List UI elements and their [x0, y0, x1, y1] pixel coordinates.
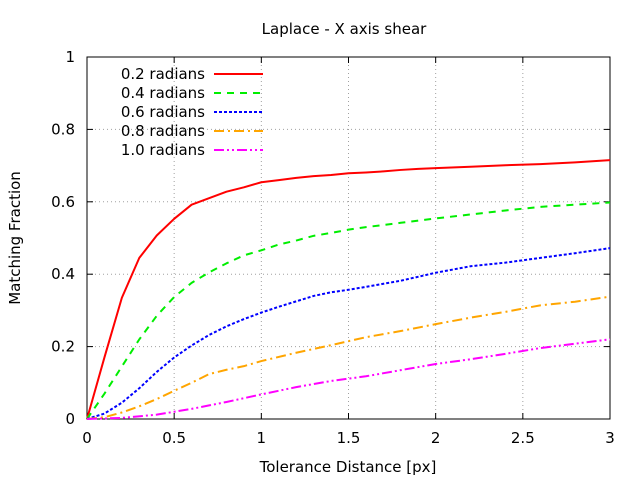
legend-label: 0.8 radians	[121, 122, 205, 140]
x-tick-label: 2	[431, 429, 441, 447]
x-tick-label: 0	[82, 429, 92, 447]
y-tick-label: 0.6	[51, 193, 75, 211]
legend-label: 0.6 radians	[121, 103, 205, 121]
series-line-0-6-radians	[86, 247, 611, 420]
x-tick-labels: 0 0.5 1 1.5 2 2.5 3	[82, 429, 615, 447]
series-lines	[86, 159, 611, 420]
y-tick-label: 0	[65, 410, 75, 428]
legend-label: 0.2 radians	[121, 65, 205, 83]
x-tick-label: 1.5	[337, 429, 361, 447]
legend-label: 0.4 radians	[121, 84, 205, 102]
chart-title: Laplace - X axis shear	[262, 20, 427, 38]
series-line-0-4-radians	[86, 201, 611, 420]
y-tick-labels: 0 0.2 0.4 0.6 0.8 1	[51, 48, 75, 428]
grid-lines	[87, 57, 610, 419]
x-tick-label: 2.5	[511, 429, 535, 447]
x-tick-label: 0.5	[162, 429, 186, 447]
legend-label: 1.0 radians	[121, 141, 205, 159]
series-line-1-0-radians	[86, 338, 611, 420]
y-tick-label: 0.4	[51, 265, 75, 283]
series-line-0-2-radians	[86, 159, 611, 420]
x-tick-label: 1	[257, 429, 267, 447]
series-line-0-8-radians	[86, 295, 611, 420]
x-tick-label: 3	[605, 429, 615, 447]
x-axis-label: Tolerance Distance [px]	[259, 458, 437, 476]
y-axis-label: Matching Fraction	[6, 171, 24, 305]
y-tick-label: 0.2	[51, 338, 75, 356]
y-tick-label: 1	[65, 48, 75, 66]
y-tick-label: 0.8	[51, 120, 75, 138]
